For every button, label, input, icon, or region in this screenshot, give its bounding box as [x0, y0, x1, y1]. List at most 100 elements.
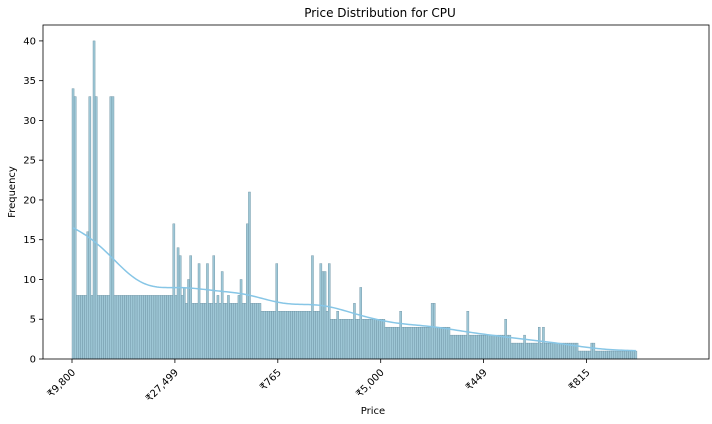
- histogram-bar: [443, 326, 447, 360]
- histogram-bar: [262, 311, 266, 360]
- histogram-bar: [204, 303, 207, 360]
- histogram-bar: [401, 326, 405, 360]
- histogram-bar: [132, 295, 136, 360]
- histogram-bar: [96, 295, 100, 360]
- histogram-bar: [475, 334, 478, 360]
- histogram-bar: [592, 342, 596, 360]
- histogram-bar: [517, 342, 520, 360]
- histogram-bar: [615, 350, 619, 360]
- histogram-bar: [117, 295, 121, 360]
- histogram-bar: [277, 311, 281, 360]
- histogram-bar: [149, 295, 152, 360]
- histogram-bar: [178, 255, 182, 360]
- histogram-bar: [201, 303, 205, 360]
- x-tick-label: ₹449: [464, 367, 490, 393]
- histogram-bar: [231, 303, 234, 360]
- histogram-bar: [250, 303, 253, 360]
- histogram-bar: [103, 295, 106, 360]
- histogram-bar: [172, 223, 176, 360]
- histogram-bar: [136, 295, 140, 360]
- histogram-bar: [538, 326, 541, 360]
- histogram-bar: [634, 350, 638, 360]
- histogram-bar: [460, 334, 463, 360]
- histogram-bar: [246, 223, 249, 360]
- histogram-bar: [195, 303, 199, 360]
- histogram-bar: [254, 303, 257, 360]
- histogram-bar: [220, 271, 224, 360]
- histogram-bar: [94, 96, 98, 360]
- histogram-bar: [544, 342, 547, 360]
- x-tick-label: ₹765: [258, 367, 284, 393]
- histogram-bar: [260, 311, 264, 360]
- histogram-bar: [84, 295, 87, 360]
- histogram-bar: [134, 295, 138, 360]
- histogram-bar: [269, 311, 272, 360]
- histogram-bar: [325, 311, 329, 360]
- y-axis: 0 5 10 15 20 25 30 35 40: [23, 36, 43, 366]
- histogram-bar: [506, 334, 510, 360]
- histogram-bar: [605, 350, 608, 360]
- histogram-bar: [317, 311, 321, 360]
- histogram-bar: [626, 350, 629, 360]
- histogram-bar: [340, 319, 344, 360]
- histogram-bar: [422, 326, 426, 360]
- histogram-bar: [145, 295, 148, 360]
- histogram-bar: [115, 295, 119, 360]
- histogram-bar: [311, 255, 314, 360]
- histogram-bar: [300, 311, 304, 360]
- histogram-bar: [409, 326, 413, 360]
- histogram-bar: [237, 295, 241, 360]
- histogram-bar: [307, 311, 310, 360]
- histogram-bar: [80, 295, 83, 360]
- histogram-bar: [449, 334, 453, 360]
- histogram-bar: [624, 350, 627, 360]
- histogram-bar: [529, 342, 533, 360]
- histogram-bar: [241, 303, 245, 360]
- histogram-bar: [342, 319, 346, 360]
- histogram-bar: [189, 255, 192, 360]
- histogram-bar: [267, 311, 270, 360]
- x-axis: ₹9,800 ₹27,499 ₹765 ₹5,000 ₹449 ₹815: [46, 359, 593, 404]
- y-tick-label: 10: [23, 275, 36, 286]
- histogram-bar: [355, 319, 358, 360]
- histogram-bar: [302, 311, 306, 360]
- histogram-bar: [248, 191, 251, 360]
- histogram-bar: [418, 326, 421, 360]
- histogram-bar: [273, 311, 276, 360]
- y-tick-label: 40: [23, 36, 36, 47]
- histogram-bar: [393, 326, 396, 360]
- histogram-bar: [533, 342, 537, 360]
- histogram-bar: [552, 342, 556, 360]
- y-tick-label: 30: [23, 116, 36, 127]
- histogram-bar: [565, 342, 568, 360]
- histogram-bar: [71, 88, 75, 360]
- histogram-bar: [271, 311, 274, 360]
- histogram-bar: [472, 334, 476, 360]
- histogram-bar: [619, 350, 623, 360]
- histogram-bar: [214, 303, 218, 360]
- histogram-bar: [359, 287, 363, 360]
- histogram-bar: [491, 334, 495, 360]
- histogram-bar: [235, 303, 239, 360]
- histogram-bar: [210, 303, 213, 360]
- histogram-bar: [147, 295, 150, 360]
- histogram-bar: [521, 342, 524, 360]
- histogram-bar: [357, 319, 360, 360]
- histogram-bar: [479, 334, 482, 360]
- histogram-bar: [75, 295, 79, 360]
- histogram-bar: [334, 319, 337, 360]
- histogram-bar: [338, 319, 342, 360]
- histogram-bar: [388, 326, 392, 360]
- histogram-bar: [519, 342, 522, 360]
- histogram-bar: [548, 342, 552, 360]
- histogram-bar: [294, 311, 297, 360]
- histogram-bar: [412, 326, 415, 360]
- histogram-bar: [218, 303, 222, 360]
- histogram-bar: [456, 334, 459, 360]
- histogram-bar: [588, 350, 591, 360]
- histogram-bar: [309, 311, 312, 360]
- histogram-bar: [485, 334, 489, 360]
- histogram-bar: [481, 334, 484, 360]
- histogram-bar: [504, 319, 507, 360]
